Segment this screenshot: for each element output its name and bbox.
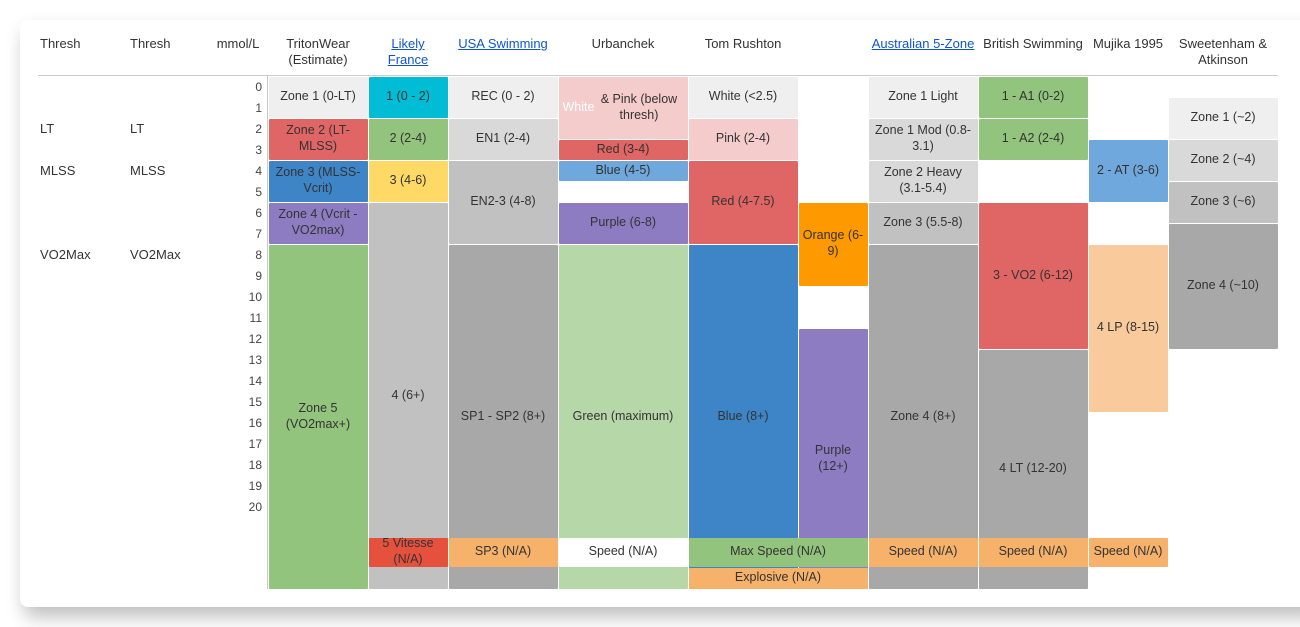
zone-12-7: Zone 4 (~10) <box>1169 224 1278 349</box>
zone-comparison-grid: ThreshThreshmmol/LTritonWear (Estimate)L… <box>38 32 1300 589</box>
zone-3-6: Zone 4 (Vcrit - VO2max) <box>269 203 368 244</box>
zone-12-5: Zone 3 (~6) <box>1169 182 1278 223</box>
thresh-b-1: MLSS <box>128 163 208 178</box>
header-c6: Urbanchek <box>558 32 688 76</box>
header-c9[interactable]: Australian 5-Zone <box>868 32 978 76</box>
zone-8-6: Orange (6-9) <box>799 203 868 286</box>
zone-9-2: Zone 1 Mod (0.8-3.1) <box>869 119 978 160</box>
zone-5-8: SP1 - SP2 (8+) <box>449 245 558 589</box>
zone-4-4: 3 (4-6) <box>369 161 448 202</box>
header-c12: Sweetenham & Atkinson <box>1168 32 1278 76</box>
extra-2: Speed (N/A) <box>559 538 688 567</box>
zone-10-0: 1 - A1 (0-2) <box>979 77 1088 118</box>
zone-6-4: Blue (4-5) <box>559 161 688 181</box>
zone-7-4: Red (4-7.5) <box>689 161 798 244</box>
zone-6-3: Red (3-4) <box>559 140 688 160</box>
header-c5[interactable]: USA Swimming <box>448 32 558 76</box>
zone-5-2: EN1 (2-4) <box>449 119 558 160</box>
zone-11-3: 2 - AT (3-6) <box>1089 140 1168 202</box>
extra-4: Speed (N/A) <box>869 538 978 567</box>
thresh-a-0: LT <box>38 121 128 136</box>
header-c11: Mujika 1995 <box>1088 32 1168 76</box>
extra-3: Max Speed (N/A) <box>689 538 868 567</box>
thresh-a-2: VO2Max <box>38 247 128 262</box>
vline-left <box>208 76 268 589</box>
zone-4-0: 1 (0 - 2) <box>369 77 448 118</box>
extra-7: Explosive (N/A) <box>689 568 868 589</box>
zone-4-2: 2 (2-4) <box>369 119 448 160</box>
zone-5-4: EN2-3 (4-8) <box>449 161 558 244</box>
zone-6-8: Green (maximum) <box>559 245 688 589</box>
zone-5-0: REC (0 - 2) <box>449 77 558 118</box>
extra-5: Speed (N/A) <box>979 538 1088 567</box>
header-c7: Tom Rushton <box>688 32 798 76</box>
zone-9-4: Zone 2 Heavy (3.1-5.4) <box>869 161 978 202</box>
zone-7-2: Pink (2-4) <box>689 119 798 160</box>
header-c10: British Swimming <box>978 32 1088 76</box>
zone-9-8: Zone 4 (8+) <box>869 245 978 589</box>
zone-12-3: Zone 2 (~4) <box>1169 140 1278 181</box>
header-c1: Thresh <box>128 32 208 76</box>
zone-3-0: Zone 1 (0-LT) <box>269 77 368 118</box>
header-c4[interactable]: Likely France <box>368 32 448 76</box>
extra-0: 5 Vitesse (N/A) <box>369 538 448 567</box>
thresh-b-2: VO2Max <box>128 247 208 262</box>
zone-4-6: 4 (6+) <box>369 203 448 589</box>
zone-3-8: Zone 5 (VO2max+) <box>269 245 368 589</box>
zone-10-2: 1 - A2 (2-4) <box>979 119 1088 160</box>
zone-10-6: 3 - VO2 (6-12) <box>979 203 1088 349</box>
zone-7-8: Blue (8+) <box>689 245 798 589</box>
header-c8 <box>798 32 868 76</box>
zone-7-0: White (<2.5) <box>689 77 798 118</box>
thresh-b-0: LT <box>128 121 208 136</box>
zone-9-6: Zone 3 (5.5-8) <box>869 203 978 244</box>
header-c3: TritonWear (Estimate) <box>268 32 368 76</box>
zone-6-6: Purple (6-8) <box>559 203 688 244</box>
zone-9-0: Zone 1 Light <box>869 77 978 118</box>
zone-6-0: White & Pink (below thresh) <box>559 77 688 139</box>
zone-12-1: Zone 1 (~2) <box>1169 98 1278 139</box>
header-c2: mmol/L <box>208 32 268 76</box>
header-c0: Thresh <box>38 32 128 76</box>
zone-11-8: 4 LP (8-15) <box>1089 245 1168 412</box>
extra-1: SP3 (N/A) <box>449 538 558 567</box>
thresh-a-1: MLSS <box>38 163 128 178</box>
zone-3-2: Zone 2 (LT-MLSS) <box>269 119 368 160</box>
zone-3-4: Zone 3 (MLSS-Vcrit) <box>269 161 368 202</box>
extra-6: Speed (N/A) <box>1089 538 1168 567</box>
